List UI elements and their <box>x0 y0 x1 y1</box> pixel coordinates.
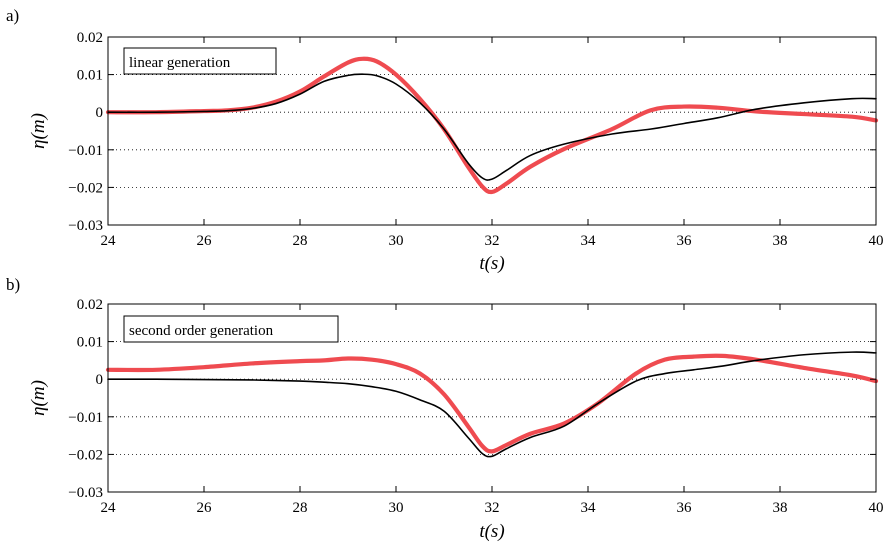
panel-a-xtick-label: 40 <box>869 233 884 249</box>
panel-b-xtick-label: 26 <box>197 500 213 516</box>
panel-b-ytick-label: −0.01 <box>68 410 103 426</box>
panel-b-ytick-label: 0.02 <box>77 297 103 313</box>
panel-b-xtick-label: 40 <box>869 500 884 516</box>
panel-b-legend: second order generation <box>123 315 339 343</box>
panel-a-legend-label: linear generation <box>129 55 231 71</box>
panel-b-ytick-label: −0.02 <box>68 447 103 463</box>
panel-a-series-line-red <box>105 56 879 195</box>
panel-a-ytick-label: 0 <box>96 105 104 121</box>
panel-a-linear-generation: a) 24 26 28 30 32 34 36 38 40 0.02 0.01 0 −0.01 −0.02… <box>6 6 884 274</box>
panel-b-xtick-label: 30 <box>389 500 404 516</box>
panel-a-ytick-label: −0.03 <box>68 218 103 234</box>
panel-a-xtick-label: 28 <box>293 233 308 249</box>
panel-b-legend-label: second order generation <box>129 323 274 339</box>
panel-b-legend-box <box>123 315 339 343</box>
panel-a-xtick-label: 26 <box>197 233 213 249</box>
panel-b-xlabel: t(s) <box>479 521 504 542</box>
panel-a-ytick-label: −0.01 <box>68 143 103 159</box>
panel-b-ytick-label: −0.03 <box>68 485 103 501</box>
panel-b-xtick-label: 38 <box>773 500 788 516</box>
panel-a-legend: linear generation <box>123 47 277 75</box>
panel-a-series-line-black <box>107 73 877 181</box>
panel-a-legend-box <box>123 47 277 75</box>
panel-a-ytick-label: −0.02 <box>68 180 103 196</box>
panel-b-xtick-label: 28 <box>293 500 308 516</box>
panel-b-xtick-label: 32 <box>485 500 500 516</box>
panel-b-xtick-label: 24 <box>101 500 117 516</box>
panel-a-xtick-label: 32 <box>485 233 500 249</box>
panel-a-ytick-label: 0.01 <box>77 68 103 84</box>
panel-a-xtick-label: 38 <box>773 233 788 249</box>
panel-a-ylabel: η(m) <box>28 113 49 149</box>
panel-b-ytick-label: 0 <box>96 372 104 388</box>
panel-b-letter: b) <box>6 275 20 294</box>
panel-b-ytick-label: 0.01 <box>77 335 103 351</box>
panel-a-letter: a) <box>6 6 19 25</box>
panel-a-ytick-label: 0.02 <box>77 30 103 46</box>
panel-a-xtick-label: 30 <box>389 233 404 249</box>
panel-a-xlabel: t(s) <box>479 253 504 274</box>
panel-b-series-line-black <box>107 351 877 458</box>
panel-b-ylabel: η(m) <box>28 380 49 416</box>
panel-b-second-order-generation: b) 24 26 28 30 32 34 36 38 40 0.02 0.01 0 −0.01 −0.02… <box>6 275 884 542</box>
panel-a-xtick-label: 24 <box>101 233 117 249</box>
panel-b-series-line-red <box>105 353 879 454</box>
panel-a-xtick-label: 34 <box>581 233 597 249</box>
panel-b-xtick-label: 36 <box>677 500 693 516</box>
panel-a-xtick-label: 36 <box>677 233 693 249</box>
panel-b-xtick-label: 34 <box>581 500 597 516</box>
